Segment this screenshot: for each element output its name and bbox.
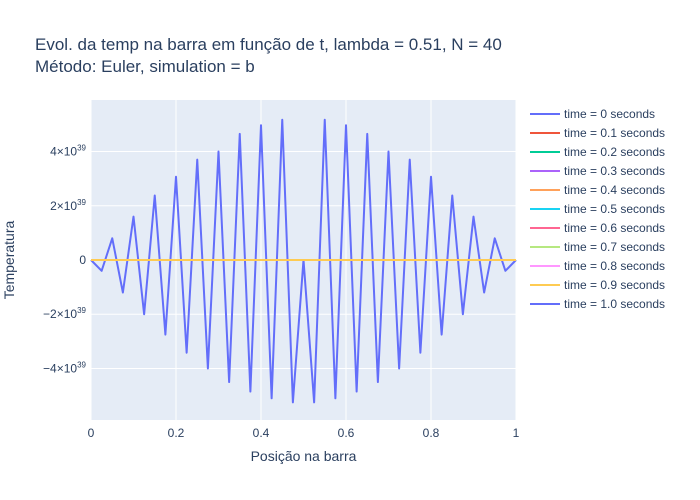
y-tick-label: 2×1039 — [50, 198, 86, 213]
legend-label: time = 0.2 seconds — [564, 145, 665, 159]
legend-label: time = 0.1 seconds — [564, 126, 665, 140]
legend-label: time = 0.9 seconds — [564, 278, 665, 292]
y-axis-title: Temperatura — [1, 220, 17, 299]
legend-item-1[interactable]: time = 0.1 seconds — [530, 126, 665, 140]
legend-item-9[interactable]: time = 0.9 seconds — [530, 278, 665, 292]
tick-labels: 0 0.2 0.4 0.6 0.8 1 −4×1039 −2×1039 0 2×1039 4×103… — [43, 144, 520, 440]
legend[interactable]: time = 0 seconds time = 0.1 seconds time =… — [530, 107, 665, 311]
legend-label: time = 1.0 seconds — [564, 297, 665, 311]
legend-item-3[interactable]: time = 0.3 seconds — [530, 164, 665, 178]
x-tick-label: 0 — [88, 426, 95, 440]
legend-label: time = 0 seconds — [564, 107, 655, 121]
x-axis-title: Posição na barra — [251, 448, 357, 464]
legend-label: time = 0.5 seconds — [564, 202, 665, 216]
chart-title: Evol. da temp na barra em função de t, l… — [35, 35, 502, 76]
y-tick-label: 0 — [79, 253, 86, 267]
legend-label: time = 0.6 seconds — [564, 221, 665, 235]
series-layer — [90, 118, 517, 404]
legend-label: time = 0.8 seconds — [564, 259, 665, 273]
title-line-2: Método: Euler, simulation = b — [35, 57, 255, 76]
y-tick-label: −4×1039 — [43, 360, 86, 375]
x-tick-label: 0.6 — [338, 426, 355, 440]
legend-item-5[interactable]: time = 0.5 seconds — [530, 202, 665, 216]
legend-item-8[interactable]: time = 0.8 seconds — [530, 259, 665, 273]
x-tick-label: 1 — [513, 426, 520, 440]
x-tick-label: 0.2 — [168, 426, 185, 440]
legend-item-4[interactable]: time = 0.4 seconds — [530, 183, 665, 197]
legend-label: time = 0.3 seconds — [564, 164, 665, 178]
y-tick-label: −2×1039 — [43, 306, 86, 321]
title-line-1: Evol. da temp na barra em função de t, l… — [35, 35, 502, 54]
legend-item-7[interactable]: time = 0.7 seconds — [530, 240, 665, 254]
legend-label: time = 0.4 seconds — [564, 183, 665, 197]
legend-item-2[interactable]: time = 0.2 seconds — [530, 145, 665, 159]
x-tick-label: 0.4 — [253, 426, 270, 440]
legend-item-0[interactable]: time = 0 seconds — [530, 107, 655, 121]
legend-item-10[interactable]: time = 1.0 seconds — [530, 297, 665, 311]
legend-item-6[interactable]: time = 0.6 seconds — [530, 221, 665, 235]
x-tick-label: 0.8 — [423, 426, 440, 440]
legend-label: time = 0.7 seconds — [564, 240, 665, 254]
y-tick-label: 4×1039 — [50, 144, 86, 159]
